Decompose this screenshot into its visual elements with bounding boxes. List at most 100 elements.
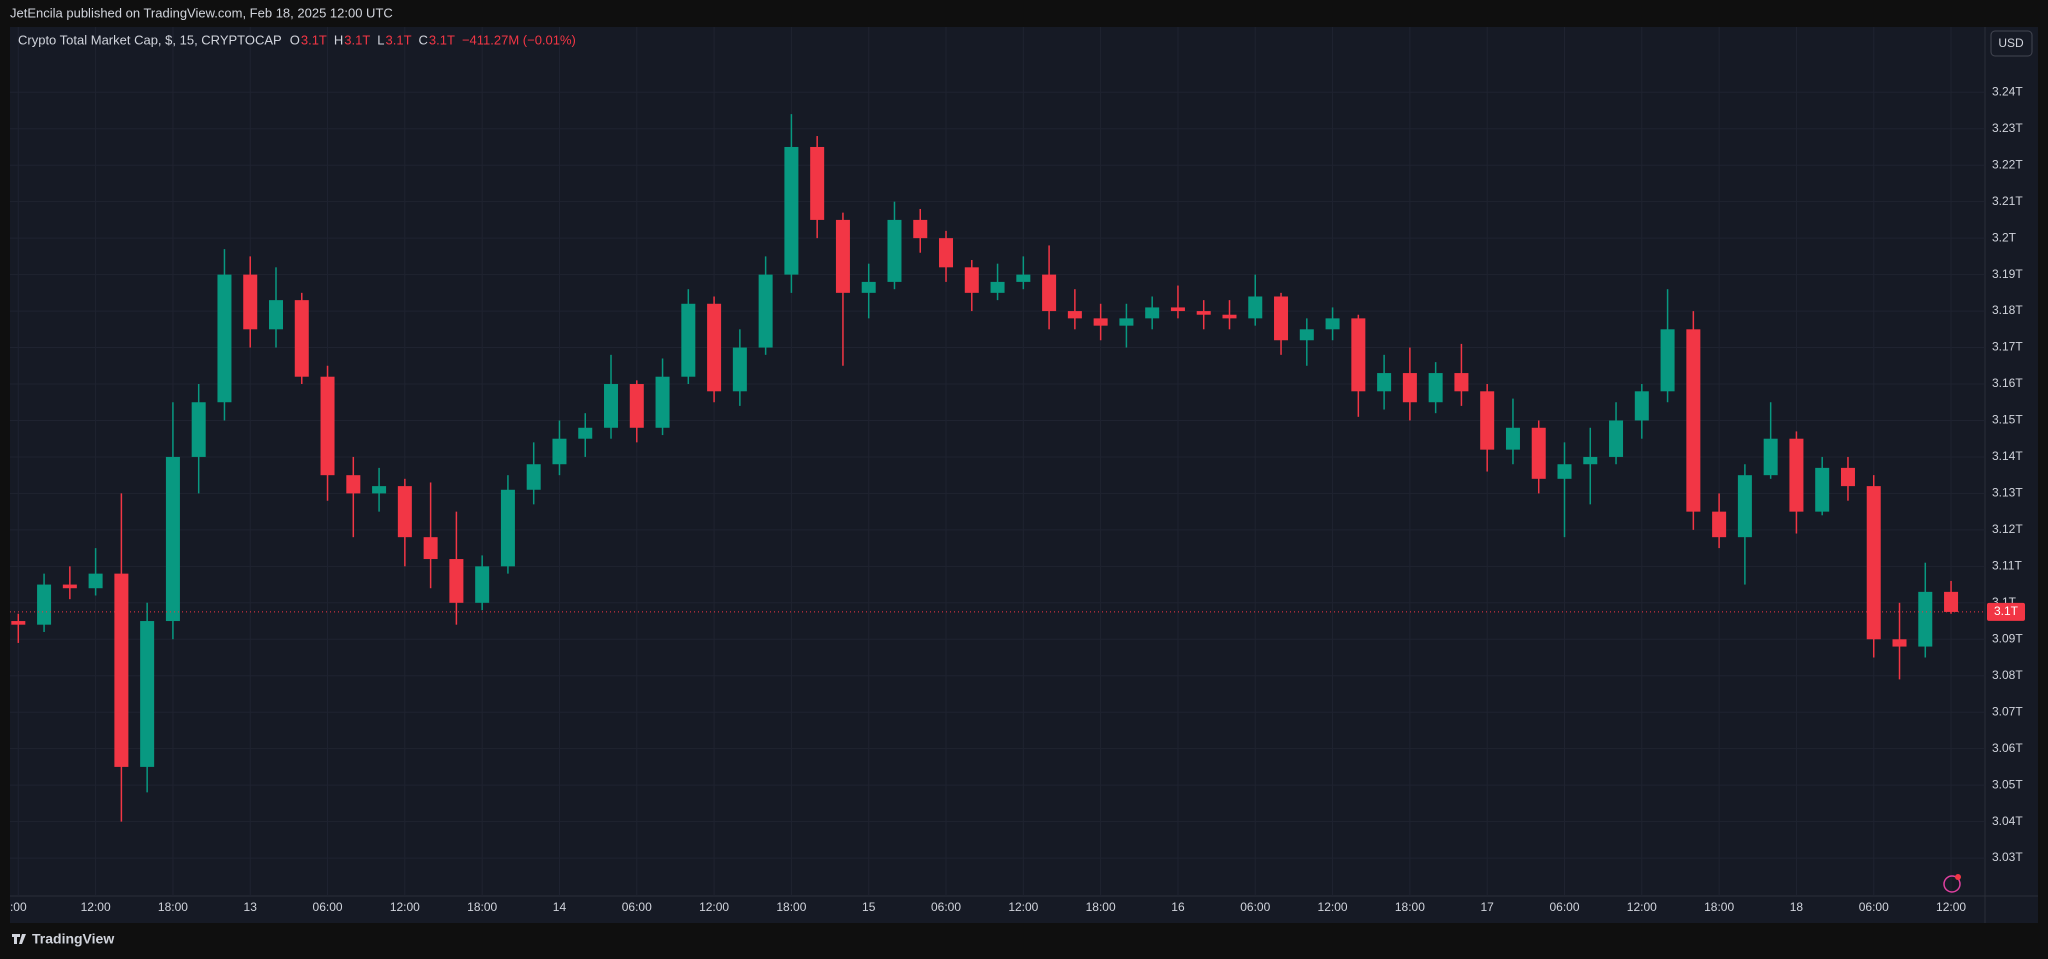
x-tick-label: 18:00 bbox=[1086, 900, 1116, 914]
x-tick-label: 12:00 bbox=[1318, 900, 1348, 914]
x-tick-label: 18:00 bbox=[467, 900, 497, 914]
candle-body bbox=[1274, 296, 1289, 341]
candle-body bbox=[1067, 311, 1082, 319]
ohlc-key: O bbox=[290, 32, 300, 47]
ohlc-value: 3.1T bbox=[386, 32, 412, 47]
candle-body bbox=[1918, 591, 1933, 647]
candle-body bbox=[1093, 318, 1108, 326]
y-tick-label: 3.11T bbox=[1992, 559, 2022, 573]
candle-body bbox=[1505, 427, 1520, 450]
candle-body bbox=[913, 219, 928, 239]
candle-body bbox=[320, 376, 335, 476]
candle-body bbox=[707, 303, 722, 392]
y-tick-label: 3.22T bbox=[1992, 157, 2023, 171]
candle-body bbox=[397, 486, 412, 538]
candle-body bbox=[1737, 475, 1752, 538]
candle-body bbox=[11, 621, 26, 625]
x-tick-label: 06:00 bbox=[313, 900, 343, 914]
x-tick-label: 13 bbox=[244, 900, 258, 914]
candle-body bbox=[1660, 329, 1675, 392]
candle-body bbox=[990, 281, 1005, 293]
currency-button[interactable] bbox=[1990, 30, 2033, 57]
candle-body bbox=[243, 274, 258, 330]
last-price-label: 3.1T bbox=[1994, 604, 2019, 618]
y-tick-label: 3.13T bbox=[1992, 486, 2023, 500]
y-tick-label: 3.06T bbox=[1992, 741, 2023, 755]
candle-body bbox=[1222, 314, 1237, 319]
x-tick-label: 12:00 bbox=[1936, 900, 1966, 914]
candle-body bbox=[140, 621, 155, 767]
candle-body bbox=[500, 489, 515, 567]
candle-body bbox=[165, 456, 180, 622]
ohlc-legend: O 3.1T H 3.1T L 3.1T C 3.1T −411.27M (−0.01%) bbox=[290, 32, 576, 47]
x-tick-label: 12:00 bbox=[1008, 900, 1038, 914]
y-tick-label: 3.14T bbox=[1992, 449, 2023, 463]
y-tick-label: 3.08T bbox=[1992, 668, 2023, 682]
y-tick-label: 3.05T bbox=[1992, 777, 2023, 791]
currency-label[interactable]: USD bbox=[1998, 36, 2024, 50]
ohlc-key: C bbox=[419, 32, 428, 47]
candle-body bbox=[1686, 329, 1701, 512]
candle-body bbox=[552, 438, 567, 465]
candle-body bbox=[578, 427, 593, 439]
x-tick-label: 16 bbox=[1171, 900, 1185, 914]
grid bbox=[10, 27, 1985, 896]
candle-body bbox=[1583, 456, 1598, 465]
alert-dot bbox=[1955, 874, 1961, 880]
candle-body bbox=[1325, 318, 1340, 330]
x-tick-label: 06:00 bbox=[622, 900, 652, 914]
candle-body bbox=[423, 537, 438, 560]
y-tick-label: 3.23T bbox=[1992, 121, 2023, 135]
candle-body bbox=[1196, 311, 1211, 315]
candle-body bbox=[1480, 391, 1495, 450]
candles bbox=[10, 114, 1985, 822]
candle-body bbox=[88, 573, 103, 589]
candle-body bbox=[1248, 296, 1263, 319]
candle-body bbox=[758, 274, 773, 348]
ohlc-value: 3.1T bbox=[429, 32, 455, 47]
y-tick-label: 3.17T bbox=[1992, 340, 2023, 354]
candle-body bbox=[835, 219, 850, 293]
alert-icon[interactable] bbox=[1943, 875, 1961, 893]
candle-body bbox=[604, 384, 619, 428]
x-tick-label: :00 bbox=[10, 900, 27, 914]
y-tick-label: 3.07T bbox=[1992, 704, 2023, 718]
candle-body bbox=[526, 464, 541, 490]
candle-body bbox=[1789, 438, 1804, 512]
candle-body bbox=[732, 347, 747, 392]
y-tick-label: 3.21T bbox=[1992, 194, 2023, 208]
candle-body bbox=[784, 146, 799, 275]
candle-body bbox=[1299, 329, 1314, 341]
labels: 3.03T 3.04T 3.05T 3.06T 3.07T 3.08T 3.09T 3.1T 3… bbox=[10, 84, 2025, 914]
candle-body bbox=[1866, 486, 1881, 640]
candle-body bbox=[1016, 274, 1031, 282]
candle-body bbox=[1531, 427, 1546, 479]
candle-body bbox=[810, 146, 825, 220]
ohlc-value: 3.1T bbox=[301, 32, 327, 47]
candle-body bbox=[681, 303, 696, 377]
x-tick-label: 15 bbox=[862, 900, 876, 914]
y-tick-label: 3.04T bbox=[1992, 814, 2023, 828]
candle-body bbox=[62, 584, 77, 589]
candle-body bbox=[1351, 318, 1366, 392]
candle-body bbox=[346, 475, 361, 494]
candle-body bbox=[114, 573, 129, 767]
y-tick-label: 3.24T bbox=[1992, 84, 2023, 98]
candle-body bbox=[269, 300, 283, 330]
candle-body bbox=[294, 300, 309, 377]
candle-body bbox=[1634, 391, 1649, 421]
x-tick-label: 12:00 bbox=[1627, 900, 1657, 914]
x-tick-label: 18:00 bbox=[1704, 900, 1734, 914]
candle-body bbox=[1119, 318, 1134, 326]
y-tick-label: 3.16T bbox=[1992, 376, 2023, 390]
last-price-tag bbox=[1987, 602, 2025, 621]
x-tick-label: 18 bbox=[1790, 900, 1804, 914]
chart-title: Crypto Total Market Cap, $, 15, CRYPTOCA… bbox=[18, 32, 282, 47]
candle-body bbox=[191, 402, 206, 457]
candle-body bbox=[1609, 420, 1624, 457]
candle-body bbox=[1815, 467, 1830, 512]
candle-body bbox=[1377, 373, 1392, 392]
change-value: −411.27M (−0.01%) bbox=[462, 32, 576, 47]
